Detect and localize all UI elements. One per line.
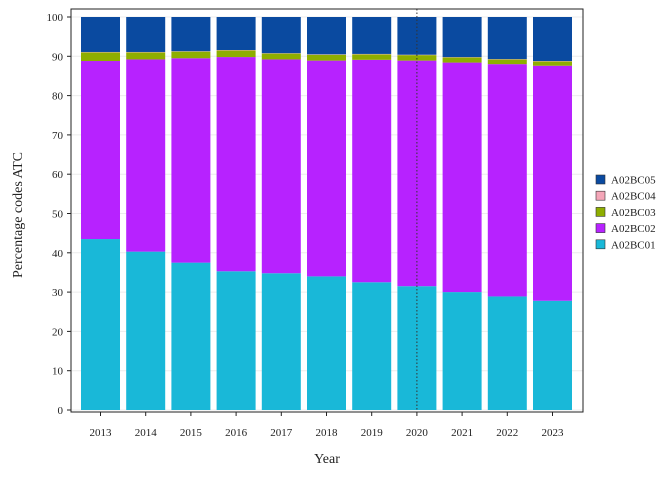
x-tick-label: 2017	[270, 427, 293, 439]
legend-label: A02BC05	[611, 175, 656, 187]
bar-segment	[488, 296, 527, 410]
bar-segment	[262, 17, 301, 53]
legend-swatch	[596, 224, 605, 233]
x-tick-label: 2016	[225, 427, 248, 439]
bars	[81, 17, 572, 410]
y-tick-label: 10	[52, 366, 64, 378]
bar-segment	[307, 55, 346, 61]
bar-segment	[307, 61, 346, 277]
legend-swatch	[596, 240, 605, 249]
x-tick-label: 2013	[90, 427, 113, 439]
x-tick-label: 2014	[135, 427, 158, 439]
legend-label: A02BC03	[611, 207, 656, 219]
bar-segment	[397, 17, 436, 55]
bar-segment	[81, 52, 120, 61]
bar-segment	[126, 59, 165, 251]
x-tick-label: 2018	[316, 427, 339, 439]
y-axis: 0 10 20 30 40 50 60 70 80 90 100	[47, 12, 72, 417]
bar-segment	[307, 17, 346, 54]
legend-swatch	[596, 207, 605, 216]
bar-segment	[171, 58, 210, 262]
y-tick-label: 50	[52, 209, 64, 221]
bar-segment	[171, 263, 210, 410]
bar-segment	[443, 17, 482, 57]
y-tick-label: 70	[52, 130, 64, 142]
bar-segment	[262, 59, 301, 273]
y-tick-label: 20	[52, 326, 64, 338]
bar-segment	[171, 52, 210, 59]
bar-segment	[533, 66, 572, 301]
bar-segment	[488, 17, 527, 59]
x-tick-label: 2022	[496, 427, 518, 439]
bar-segment	[81, 61, 120, 239]
bar-segment	[533, 301, 572, 410]
legend-label: A02BC02	[611, 223, 656, 235]
x-tick-label: 2019	[361, 427, 384, 439]
y-tick-label: 80	[52, 91, 64, 103]
bar-segment	[307, 276, 346, 410]
bar-segment	[171, 17, 210, 51]
legend-swatch	[596, 191, 605, 200]
bar-segment	[126, 252, 165, 410]
bar-segment	[352, 17, 391, 54]
bar-segment	[352, 282, 391, 410]
bar-segment	[81, 239, 120, 410]
legend-label: A02BC01	[611, 239, 656, 251]
bar-segment	[126, 17, 165, 52]
legend-swatch	[596, 175, 605, 184]
x-tick-label: 2023	[542, 427, 565, 439]
x-axis-title: Year	[314, 452, 340, 467]
x-tick-label: 2015	[180, 427, 203, 439]
bar-segment	[443, 63, 482, 293]
x-tick-label: 2020	[406, 427, 429, 439]
bar-segment	[126, 52, 165, 59]
legend-label: A02BC04	[611, 191, 656, 203]
x-tick-label: 2021	[451, 427, 473, 439]
bar-segment	[352, 60, 391, 282]
bar-segment	[533, 17, 572, 61]
y-tick-label: 60	[52, 169, 64, 181]
y-tick-label: 0	[58, 405, 64, 417]
bar-segment	[217, 50, 256, 57]
y-tick-label: 40	[52, 248, 64, 260]
bar-segment	[262, 54, 301, 60]
bar-segment	[443, 57, 482, 62]
legend: A02BC05 A02BC04 A02BC03 A02BC02 A02BC01	[596, 175, 656, 252]
y-tick-label: 90	[52, 51, 64, 63]
bar-segment	[488, 64, 527, 296]
y-axis-title: Percentage codes ATC	[11, 152, 26, 278]
x-axis: 2013 2014 2015 2016 2017 2018 2019 2020 2021 2022…	[90, 412, 565, 439]
bar-segment	[533, 61, 572, 65]
bar-segment	[352, 54, 391, 60]
bar-segment	[81, 17, 120, 52]
bar-segment	[443, 292, 482, 410]
bar-segment	[262, 273, 301, 410]
bar-segment	[217, 57, 256, 271]
y-tick-label: 100	[47, 12, 64, 24]
bar-segment	[217, 271, 256, 410]
bar-segment	[217, 17, 256, 50]
bar-segment	[488, 59, 527, 64]
y-tick-label: 30	[52, 287, 64, 299]
